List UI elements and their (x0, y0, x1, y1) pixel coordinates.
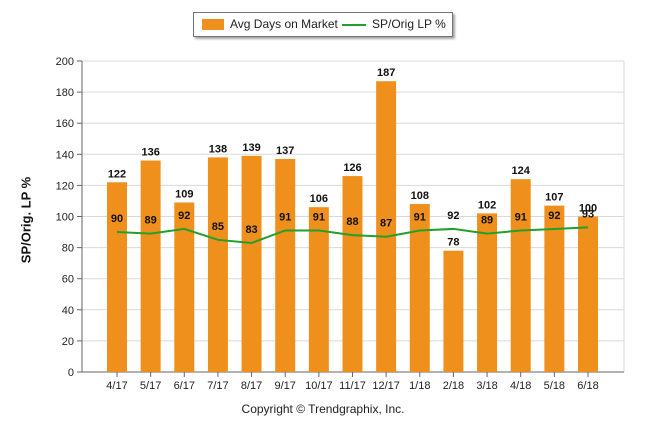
x-tick-label: 4/17 (106, 380, 127, 392)
y-tick-label: 0 (68, 367, 74, 379)
bar-value-label: 138 (209, 143, 227, 155)
line-value-label: 91 (414, 211, 426, 223)
line-value-label: 89 (145, 215, 157, 227)
bar (342, 176, 363, 372)
legend-line-swatch (342, 24, 366, 26)
bar (409, 204, 430, 372)
bar (140, 160, 161, 372)
x-tick-label: 11/17 (339, 380, 366, 392)
x-tick-label: 6/18 (577, 380, 598, 392)
y-tick-label: 120 (56, 180, 74, 192)
y-tick-label: 40 (62, 305, 74, 317)
legend-bar-swatch (202, 19, 224, 30)
y-tick-label: 140 (56, 149, 74, 161)
bar (308, 207, 329, 372)
line-value-label: 87 (380, 218, 392, 230)
line-value-label: 92 (447, 210, 459, 222)
bar-value-label: 187 (377, 67, 395, 79)
bar-value-label: 107 (545, 192, 563, 204)
bar (241, 155, 262, 372)
bar (376, 81, 397, 372)
bar-value-label: 139 (242, 142, 260, 154)
x-tick-label: 10/17 (305, 380, 333, 392)
line-value-label: 91 (313, 211, 325, 223)
bar-value-label: 102 (478, 199, 496, 211)
x-tick-label: 7/17 (207, 380, 228, 392)
data-labels: 122 136 109 138 139 137 106 126 187 108 78 102 124 10… (108, 67, 597, 248)
bar (443, 250, 464, 372)
bar-value-label: 122 (108, 168, 126, 180)
bar (207, 157, 228, 372)
bar-value-label: 124 (512, 165, 531, 177)
copyright-footer: Copyright © Trendgraphix, Inc. (241, 402, 405, 416)
y-tick-label: 160 (56, 118, 74, 130)
x-tick-label: 5/17 (140, 380, 161, 392)
bar (477, 213, 498, 372)
line-value-label: 91 (515, 211, 527, 223)
x-tick-label: 6/17 (174, 380, 195, 392)
x-tick-label: 2/18 (443, 380, 464, 392)
x-tick-label: 9/17 (275, 380, 296, 392)
bar (544, 205, 565, 372)
y-tick-label: 100 (56, 212, 74, 224)
y-tick-label: 60 (62, 274, 74, 286)
bar-value-label: 136 (141, 147, 159, 159)
x-tick-label: 5/18 (544, 380, 565, 392)
tick-labels: 0 20 40 60 80 100 120 140 160 180 200 4/17 5/17 6/17 7… (56, 56, 599, 392)
bar-value-label: 109 (175, 189, 193, 201)
legend-line-label: SP/Orig LP % (372, 17, 446, 31)
x-tick-label: 3/18 (476, 380, 497, 392)
bar (510, 179, 531, 372)
x-tick-label: 8/17 (241, 380, 262, 392)
x-tick-label: 4/18 (510, 380, 531, 392)
line-value-label: 92 (548, 210, 560, 222)
y-tick-label: 180 (56, 87, 74, 99)
bar (107, 182, 127, 372)
bar-value-label: 106 (310, 193, 328, 205)
line-value-label: 91 (279, 211, 291, 223)
x-tick-label: 1/18 (409, 380, 430, 392)
bar-value-label: 137 (276, 145, 294, 157)
line-value-label: 93 (582, 208, 594, 220)
bar-value-label: 126 (343, 162, 361, 174)
bar-value-label: 100 (579, 203, 597, 215)
legend-bar-label: Avg Days on Market (230, 17, 338, 31)
line-value-label: 83 (245, 224, 257, 236)
bar-value-label: 108 (411, 190, 429, 202)
line-value-label: 85 (212, 221, 224, 233)
bar (174, 202, 195, 372)
bar (578, 216, 598, 372)
line-value-label: 90 (111, 213, 123, 225)
bars (107, 81, 598, 372)
x-tick-label: 12/17 (372, 380, 400, 392)
line-value-label: 88 (346, 216, 358, 228)
line-series (116, 226, 589, 244)
sp-orig-lp-line (116, 226, 589, 244)
line-value-label: 92 (178, 210, 190, 222)
y-axis-title: SP/Orig. LP % (18, 176, 34, 264)
bar (275, 158, 296, 372)
legend: Avg Days on Market SP/Orig LP % (193, 12, 453, 37)
y-tick-label: 80 (62, 243, 74, 255)
y-tick-label: 200 (56, 56, 74, 68)
bar-value-label: 78 (447, 237, 459, 249)
y-tick-label: 20 (62, 336, 74, 348)
line-value-label: 89 (481, 215, 493, 227)
